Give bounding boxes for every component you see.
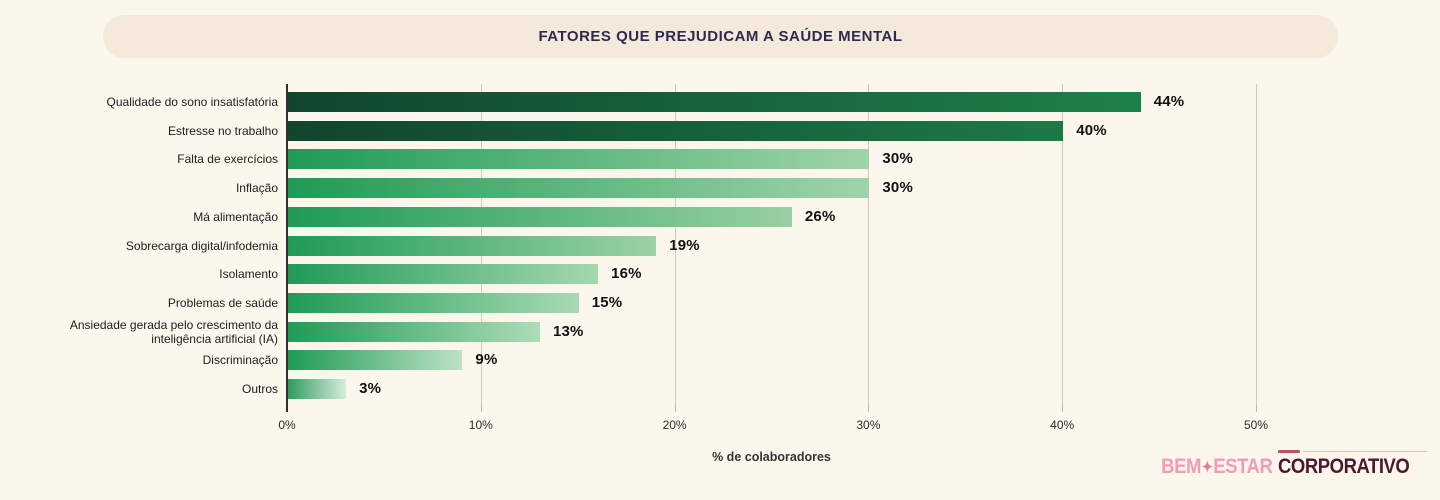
category-label: Problemas de saúde xyxy=(167,295,278,310)
category-label: Isolamento xyxy=(219,267,278,282)
logo-corporativo-block: CORPORATIVO xyxy=(1277,449,1427,479)
chart-row-2: Estresse no trabalho 40% xyxy=(168,120,1256,141)
category-label: Inflação xyxy=(235,181,278,196)
chart-row-7: Isolamento 16% xyxy=(219,264,1256,285)
x-tick-label-10: 10% xyxy=(468,418,493,432)
value-label: 44% xyxy=(1153,93,1185,110)
category-label: Qualidade do sono insatisfatória xyxy=(106,94,278,109)
bar xyxy=(288,264,599,285)
chart-title: FATORES QUE PREJUDICAM A SAÚDE MENTAL xyxy=(538,28,903,45)
bem-estar-corporativo-logo: BEM ✦ ESTAR CORPORATIVO xyxy=(1146,449,1427,479)
gridline-50 xyxy=(1256,84,1257,405)
logo-part2: ESTAR xyxy=(1213,455,1274,478)
four-petal-flower-icon: ✦ xyxy=(1202,458,1213,476)
axis-tick-40 xyxy=(1062,405,1064,412)
logo-part1: BEM xyxy=(1161,455,1202,478)
value-label: 13% xyxy=(552,322,584,340)
bar xyxy=(288,92,1141,112)
logo-part3: CORPORATIVO xyxy=(1277,455,1410,478)
title-banner: FATORES QUE PREJUDICAM A SAÚDE MENTAL xyxy=(103,15,1338,58)
category-label: Ansiedade gerada pelo crescimento da int… xyxy=(69,317,278,346)
bar xyxy=(288,235,657,256)
value-label: 15% xyxy=(591,293,623,311)
x-tick-label-40: 40% xyxy=(1050,418,1075,432)
logo-tagline-decoration xyxy=(1277,449,1427,453)
gridline-30 xyxy=(868,84,870,405)
axis-tick-0 xyxy=(286,405,288,412)
bar xyxy=(288,120,1064,141)
bar xyxy=(288,178,870,199)
chart-row-11: Outros 3% xyxy=(242,379,1256,399)
chart-row-9: Ansiedade gerada pelo crescimento da int… xyxy=(70,317,1256,345)
logo-tagline-rule xyxy=(1302,450,1427,452)
gridline-40 xyxy=(1062,84,1064,405)
bar xyxy=(288,149,870,170)
chart-row-10: Discriminação 9% xyxy=(203,350,1256,371)
gridline-20 xyxy=(674,84,676,405)
axis-tick-30 xyxy=(868,405,870,412)
logo-bem-estar-text: BEM ✦ ESTAR xyxy=(1161,455,1274,479)
value-label: 3% xyxy=(359,380,382,397)
category-label: Outros xyxy=(241,381,278,396)
category-label: Má alimentação xyxy=(193,209,278,224)
category-label: Discriminação xyxy=(202,353,278,368)
category-label: Sobrecarga digital/infodemia xyxy=(125,238,278,253)
bar xyxy=(288,350,463,371)
value-label: 19% xyxy=(669,236,700,254)
category-label: Estresse no trabalho xyxy=(167,123,278,138)
chart-row-1: Qualidade do sono insatisfatória 44% xyxy=(107,92,1256,112)
x-axis-title: % de colaboradores xyxy=(712,450,831,464)
x-tick-label-20: 20% xyxy=(662,418,687,432)
value-label: 9% xyxy=(475,351,498,369)
bar-chart-plot-area: % de colaboradores 0% 10% 20% 30% 40% 50% Qual… xyxy=(70,84,1268,464)
chart-row-6: Sobrecarga digital/infodemia 19% xyxy=(126,235,1256,256)
bar xyxy=(288,292,579,313)
value-label: 16% xyxy=(611,265,642,283)
value-label: 30% xyxy=(882,150,914,168)
axis-tick-20 xyxy=(674,405,676,412)
chart-row-8: Problemas de saúde 15% xyxy=(168,292,1256,313)
y-axis-line xyxy=(286,84,288,405)
category-label: Falta de exercícios xyxy=(177,152,278,167)
axis-tick-50 xyxy=(1256,405,1257,412)
value-label: 26% xyxy=(804,207,836,225)
bar xyxy=(288,321,540,342)
bar xyxy=(288,206,792,227)
value-label: 40% xyxy=(1076,121,1107,139)
bar xyxy=(288,379,347,399)
chart-row-3: Falta de exercícios 30% xyxy=(177,149,1256,170)
logo-tagline-segment xyxy=(1277,449,1300,453)
chart-row-4: Inflação 30% xyxy=(236,178,1256,199)
chart-row-5: Má alimentação 26% xyxy=(193,206,1256,227)
x-tick-label-30: 30% xyxy=(856,418,881,432)
x-tick-label-0: 0% xyxy=(278,418,296,432)
x-tick-label-50: 50% xyxy=(1243,418,1269,432)
axis-tick-10 xyxy=(480,405,482,412)
value-label: 30% xyxy=(882,179,914,197)
